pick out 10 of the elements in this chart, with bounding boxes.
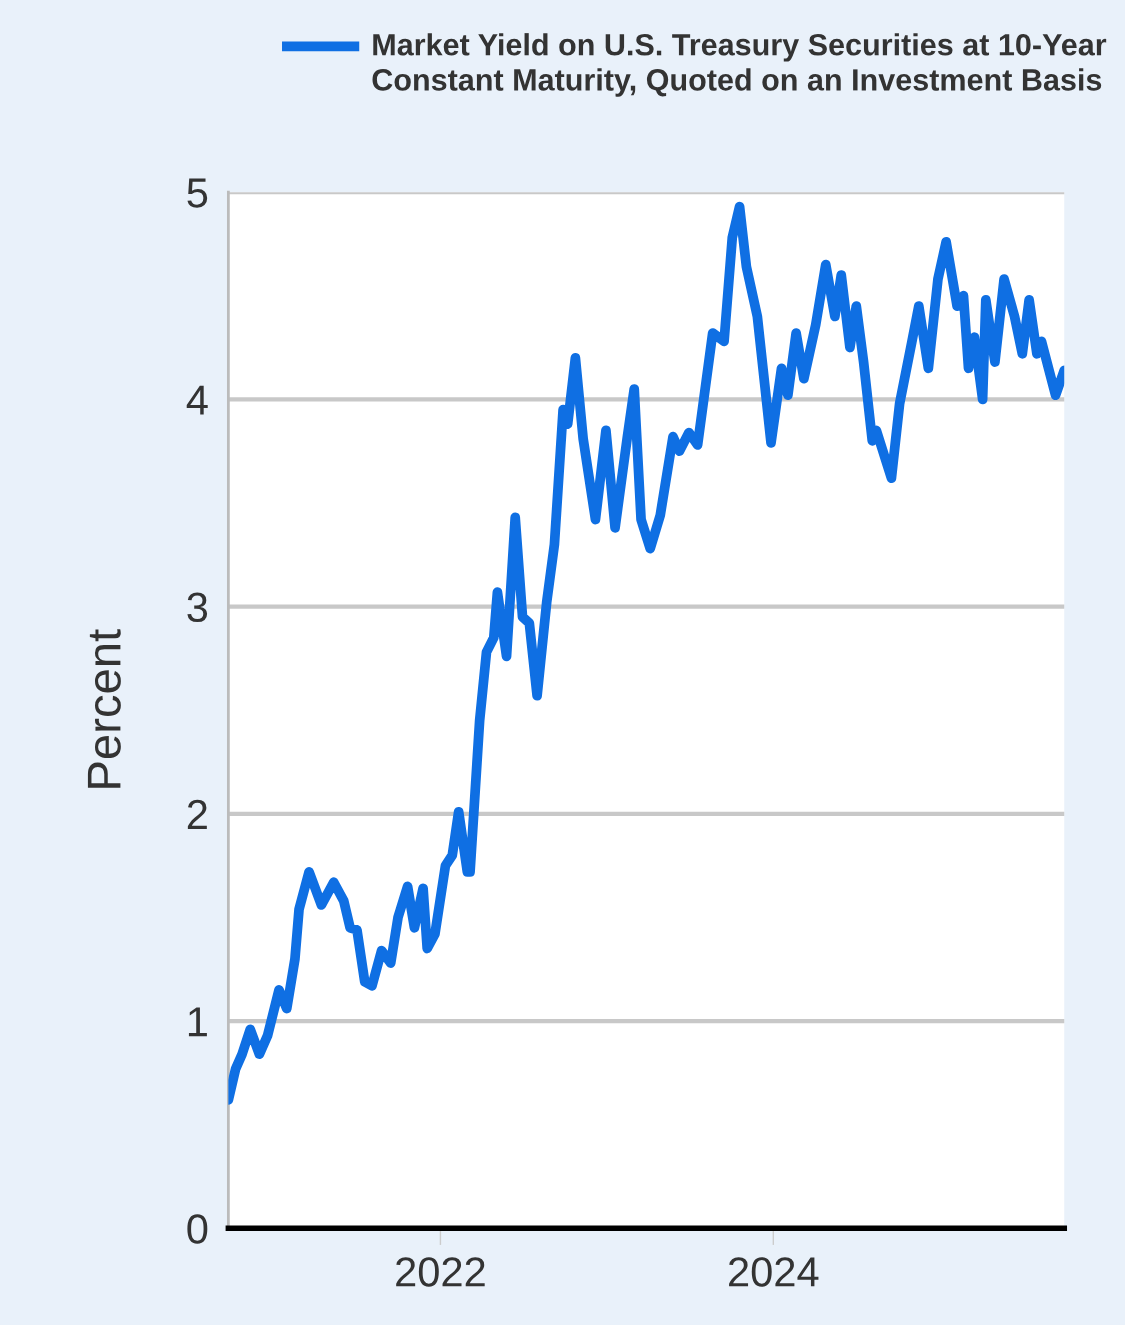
y-axis-title: Percent	[87, 629, 121, 788]
y-tick-label: 1	[188, 1007, 207, 1037]
y-tick-label: 5	[187, 178, 208, 208]
x-tick-label: 2024	[729, 1257, 819, 1287]
y-tick-label: 4	[186, 385, 208, 415]
y-tick-label: 2	[187, 799, 207, 829]
x-tick-label: 2022	[396, 1257, 485, 1287]
y-tick-label: 0	[187, 1214, 208, 1244]
y-tick-label: 3	[187, 592, 208, 623]
legend-label: Market Yield on U.S. Treasury Securities at 10-Year Constant Maturity, Quoted on an Investment Basis	[372, 33, 1107, 97]
